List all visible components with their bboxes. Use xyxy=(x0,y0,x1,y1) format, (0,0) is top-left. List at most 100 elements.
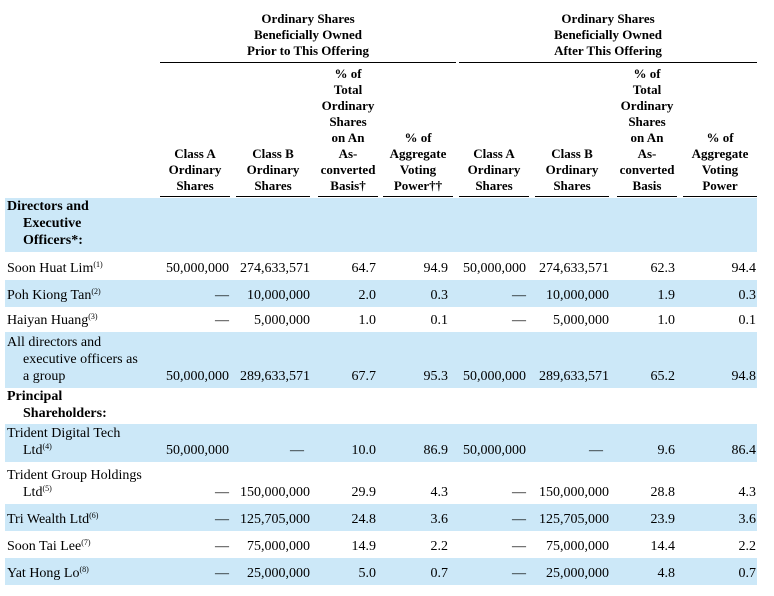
group-rule-prior xyxy=(160,62,456,63)
column-rule xyxy=(160,196,230,197)
table-row: Trident Digital Tech Ltd(4) 50,000,000 — 10.… xyxy=(0,424,774,462)
cell-pv-after: 2.2 xyxy=(738,539,757,554)
column-rule xyxy=(535,196,609,197)
section-principal: Principal Shareholders: xyxy=(0,388,774,424)
cell-pt: 10.0 xyxy=(351,443,377,458)
cell-b: 274,633,571 xyxy=(240,261,310,276)
cell-pt-after: 1.0 xyxy=(657,313,676,328)
table-row: Yat Hong Lo(8) — 25,000,000 5.0 0.7 — 25,000,0… xyxy=(0,558,774,585)
header-class-b-after: Class B Ordinary Shares xyxy=(545,146,599,193)
cell-b-after: 10,000,000 xyxy=(546,288,609,303)
cell-b-after: 289,633,571 xyxy=(539,369,609,384)
table-row: Soon Huat Lim(1) 50,000,000 274,633,571 64.… xyxy=(0,255,774,280)
group-line: Beneficially Owned xyxy=(254,27,362,42)
cell-a: — xyxy=(215,485,229,500)
group-rule-after xyxy=(459,62,757,63)
cell-pt-after: 23.9 xyxy=(650,512,676,527)
header-pct-voting-prior: % of Aggregate Voting Power†† xyxy=(389,130,447,193)
cell-b: 289,633,571 xyxy=(240,369,310,384)
section-directors: Directors and Executive Officers*: xyxy=(0,198,774,252)
cell-a-after: — xyxy=(512,512,526,527)
column-rule xyxy=(383,196,453,197)
row-label: All directors and executive officers as a … xyxy=(7,335,138,384)
cell-a-after: — xyxy=(512,566,526,581)
row-label: Haiyan Huang(3) xyxy=(7,312,98,329)
cell-a-after: 50,000,000 xyxy=(463,261,526,276)
cell-pv-after: 0.3 xyxy=(738,288,757,303)
cell-a: — xyxy=(215,313,229,328)
column-rule xyxy=(459,196,529,197)
footnote-marker: (4) xyxy=(42,442,52,451)
cell-pt: 67.7 xyxy=(351,369,377,384)
cell-a: — xyxy=(215,539,229,554)
cell-pt-after: 14.4 xyxy=(650,539,676,554)
cell-pt: 14.9 xyxy=(351,539,377,554)
cell-pt: 2.0 xyxy=(358,288,377,303)
cell-b-after: — xyxy=(589,443,603,458)
footnote-marker: (7) xyxy=(81,538,91,547)
cell-pv-after: 0.1 xyxy=(738,313,757,328)
table-row: Soon Tai Lee(7) — 75,000,000 14.9 2.2 — 75,000… xyxy=(0,531,774,558)
cell-a: — xyxy=(215,512,229,527)
group-header-after: Ordinary Shares Beneficially Owned After… xyxy=(459,11,757,59)
column-rule xyxy=(683,196,757,197)
cell-b: 75,000,000 xyxy=(247,539,310,554)
cell-pt-after: 4.8 xyxy=(657,566,676,581)
header-class-a-after: Class A Ordinary Shares xyxy=(467,146,521,193)
table-row: All directors and executive officers as a … xyxy=(0,332,774,388)
cell-pt-after: 62.3 xyxy=(650,261,676,276)
cell-b: — xyxy=(290,443,304,458)
cell-b-after: 25,000,000 xyxy=(546,566,609,581)
group-line: Beneficially Owned xyxy=(554,27,662,42)
cell-a-after: 50,000,000 xyxy=(463,369,526,384)
cell-a: 50,000,000 xyxy=(166,369,229,384)
footnote-marker: (1) xyxy=(93,260,103,269)
footnote-marker: (2) xyxy=(91,287,101,296)
cell-b-after: 150,000,000 xyxy=(539,485,609,500)
column-rule xyxy=(236,196,310,197)
cell-pt: 24.8 xyxy=(351,512,377,527)
cell-b: 150,000,000 xyxy=(240,485,310,500)
cell-pt: 5.0 xyxy=(358,566,377,581)
row-label: Soon Huat Lim(1) xyxy=(7,260,103,277)
cell-pt-after: 9.6 xyxy=(657,443,676,458)
cell-pt-after: 65.2 xyxy=(650,369,676,384)
cell-pv-after: 94.8 xyxy=(731,369,757,384)
cell-a-after: — xyxy=(512,485,526,500)
group-line: Ordinary Shares xyxy=(261,11,355,26)
row-label: Trident Group Holdings Ltd(5) xyxy=(7,468,142,500)
table-row: Haiyan Huang(3) — 5,000,000 1.0 0.1 — 5,000,00… xyxy=(0,307,774,332)
group-line: After This Offering xyxy=(554,43,662,58)
footnote-marker: (6) xyxy=(89,511,99,520)
cell-pv: 2.2 xyxy=(430,539,449,554)
footnote-marker: (5) xyxy=(42,484,52,493)
cell-b-after: 5,000,000 xyxy=(553,313,609,328)
table-row: Tri Wealth Ltd(6) — 125,705,000 24.8 3.6 — 125… xyxy=(0,504,774,531)
cell-pv-after: 0.7 xyxy=(738,566,757,581)
group-line: Prior to This Offering xyxy=(247,43,369,58)
cell-b-after: 274,633,571 xyxy=(539,261,609,276)
table-row: Trident Group Holdings Ltd(5) — 150,000,000… xyxy=(0,462,774,504)
cell-b: 25,000,000 xyxy=(247,566,310,581)
row-label: Soon Tai Lee(7) xyxy=(7,538,91,555)
cell-pv: 95.3 xyxy=(423,369,449,384)
cell-a: — xyxy=(215,566,229,581)
section-label-directors: Directors and Executive Officers*: xyxy=(7,199,89,248)
cell-pv: 3.6 xyxy=(430,512,449,527)
cell-a: — xyxy=(215,288,229,303)
header-pct-total-after: % of Total Ordinary Shares on An As-converted… xyxy=(619,66,675,193)
cell-a-after: — xyxy=(512,539,526,554)
row-label: Trident Digital Tech Ltd(4) xyxy=(7,426,121,458)
cell-pv: 94.9 xyxy=(423,261,449,276)
cell-pv: 0.3 xyxy=(430,288,449,303)
row-label: Yat Hong Lo(8) xyxy=(7,565,89,582)
cell-pt: 29.9 xyxy=(351,485,377,500)
cell-pv-after: 3.6 xyxy=(738,512,757,527)
cell-b-after: 125,705,000 xyxy=(539,512,609,527)
cell-pv-after: 86.4 xyxy=(731,443,757,458)
cell-a-after: — xyxy=(512,288,526,303)
section-label-principal: Principal Shareholders: xyxy=(7,389,107,421)
table-row: Poh Kiong Tan(2) — 10,000,000 2.0 0.3 — 10,000… xyxy=(0,280,774,307)
row-label: Poh Kiong Tan(2) xyxy=(7,287,101,304)
header-pct-voting-after: % of Aggregate Voting Power xyxy=(691,130,749,193)
